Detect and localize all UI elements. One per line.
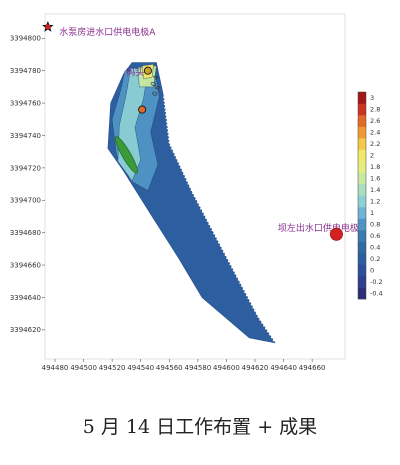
colorbar-segment bbox=[358, 241, 366, 254]
domain-edge bbox=[163, 96, 276, 344]
colorbar-tick-label: 1.8 bbox=[370, 163, 380, 171]
colorbar-tick-label: 0.2 bbox=[370, 255, 380, 263]
colorbar-segment bbox=[358, 218, 366, 231]
y-tick-label: 3394760 bbox=[10, 99, 41, 107]
colorbar: -0.4 -0.2 0 0.2 0.4 0.6 0.8 1 1.2 1.4 1.6 1.8 2 2.2 2.… bbox=[357, 91, 383, 300]
colorbar-segment bbox=[358, 264, 366, 277]
colorbar-tick-label: 0.4 bbox=[370, 243, 380, 251]
y-tick-label: 3394640 bbox=[10, 294, 41, 302]
colorbar-segment bbox=[358, 115, 366, 127]
y-tick-label: 3394740 bbox=[10, 132, 41, 140]
colorbar-segment bbox=[358, 230, 366, 242]
plot-area: 0.60.4 bbox=[107, 62, 276, 344]
annotation-label: 水泵房进水口供电电极A bbox=[59, 26, 156, 38]
x-tick-label: 494480 bbox=[42, 364, 69, 372]
annotation-label: 坝左出水口供电电极B bbox=[278, 222, 365, 234]
x-tick-label: 494500 bbox=[70, 364, 97, 372]
green-anomaly bbox=[114, 136, 138, 174]
contour-label-1: 0.4 bbox=[149, 74, 161, 88]
colorbar-frame bbox=[357, 91, 367, 300]
colorbar-tick-label: 1.2 bbox=[370, 197, 380, 205]
y-tick-label: 3394720 bbox=[10, 164, 41, 172]
colorbar-tick-label: 1.6 bbox=[370, 174, 380, 182]
y-tick-label: 3394780 bbox=[10, 67, 41, 75]
colorbar-tick-label: 2.6 bbox=[370, 117, 380, 125]
colorbar-segment bbox=[358, 103, 366, 116]
colorbar-segment bbox=[358, 126, 366, 139]
colorbar-tick-label: 2.8 bbox=[370, 105, 380, 113]
x-tick-label: 494520 bbox=[99, 364, 126, 372]
x-axis: 494480 494500 494520 494540 494560 494580 4946… bbox=[42, 359, 326, 372]
colorbar-segment bbox=[358, 253, 366, 265]
y-tick-label: 3394680 bbox=[10, 229, 41, 237]
colorbar-tick-label: 0.8 bbox=[370, 220, 380, 228]
electrode-A-marker bbox=[45, 24, 51, 30]
electrode-B-marker bbox=[329, 227, 343, 241]
y-tick-label: 3394620 bbox=[10, 326, 41, 334]
x-tick-label: 494540 bbox=[127, 364, 154, 372]
x-tick-label: 494620 bbox=[242, 364, 269, 372]
x-tick-label: 494640 bbox=[270, 364, 297, 372]
plot-frame bbox=[44, 13, 346, 360]
colorbar-tick-label: 0.6 bbox=[370, 232, 380, 240]
x-tick-label: 494600 bbox=[213, 364, 240, 372]
figure-caption: 5 月 14 日工作布置 + 成果 bbox=[82, 416, 318, 438]
colorbar-segment bbox=[358, 172, 366, 185]
hot-spot-1 bbox=[138, 105, 147, 114]
colorbar-tick-label: 2.2 bbox=[370, 140, 380, 148]
colorbar-segment bbox=[358, 149, 366, 162]
x-tick-label: 494580 bbox=[184, 364, 211, 372]
y-tick-label: 3394800 bbox=[10, 35, 41, 43]
colorbar-segment bbox=[358, 161, 366, 173]
colorbar-tick-label: 2.4 bbox=[370, 128, 380, 136]
colorbar-segment bbox=[358, 184, 366, 196]
colorbar-tick-label: 0 bbox=[370, 266, 374, 274]
y-tick-label: 3394700 bbox=[10, 197, 41, 205]
colorbar-tick-label: 1 bbox=[370, 209, 374, 217]
colorbar-segment bbox=[358, 276, 366, 288]
colorbar-tick-label: 3 bbox=[370, 94, 374, 102]
y-tick-label: 3394660 bbox=[10, 261, 41, 269]
colorbar-tick-label: -0.4 bbox=[370, 289, 383, 297]
x-tick-label: 494660 bbox=[299, 364, 326, 372]
annotation-label: 码头 bbox=[126, 68, 144, 79]
hot-spot-0 bbox=[143, 66, 152, 75]
contour-label-0: 0.6 bbox=[151, 84, 163, 98]
y-axis: 3394620 3394640 3394660 3394680 3394700 33947… bbox=[10, 35, 45, 334]
colorbar-segment bbox=[358, 195, 366, 208]
colorbar-tick-label: 2 bbox=[370, 151, 374, 159]
colorbar-segment bbox=[358, 287, 366, 300]
colorbar-tick-label: 1.4 bbox=[370, 186, 380, 194]
x-tick-label: 494560 bbox=[156, 364, 183, 372]
colorbar-segment bbox=[358, 138, 366, 150]
colorbar-segment bbox=[358, 207, 366, 219]
colorbar-segment bbox=[358, 92, 366, 104]
colorbar-tick-label: -0.2 bbox=[370, 278, 383, 286]
